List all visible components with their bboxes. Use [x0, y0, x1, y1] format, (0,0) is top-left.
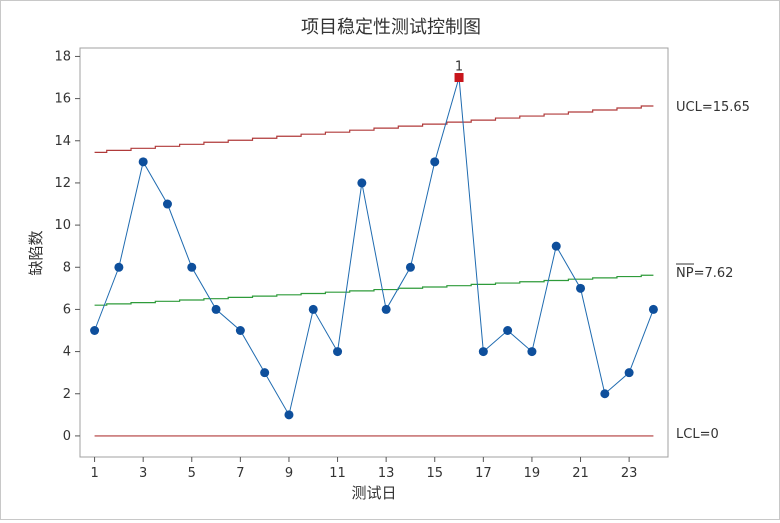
y-axis-title: 缺陷数 — [27, 230, 45, 275]
flag-label: 1 — [455, 60, 463, 75]
data-point — [381, 304, 391, 314]
data-point — [357, 178, 367, 188]
data-point — [333, 347, 343, 357]
data-point — [648, 304, 658, 314]
data-point — [260, 368, 270, 378]
y-axis: 0 2 4 6 8 10 12 14 16 18 — [54, 49, 80, 444]
control-limits — [94, 105, 654, 437]
y-tick-label: 6 — [63, 302, 71, 317]
y-tick-label: 14 — [54, 134, 71, 149]
data-point — [551, 241, 561, 251]
y-tick-label: 16 — [54, 92, 71, 107]
data-point — [235, 326, 245, 336]
y-tick-label: 2 — [63, 387, 71, 402]
x-tick-label: 21 — [572, 466, 589, 481]
x-tick-label: 3 — [139, 466, 147, 481]
x-tick-label: 23 — [621, 466, 638, 481]
x-tick-label: 13 — [378, 466, 395, 481]
y-tick-label: 10 — [54, 218, 71, 233]
center-line — [94, 274, 654, 306]
y-tick-label: 8 — [63, 260, 71, 275]
x-tick-label: 5 — [188, 466, 196, 481]
lcl-label: LCL=0 — [676, 427, 719, 442]
data-point — [576, 283, 586, 293]
data-point — [162, 199, 172, 209]
x-axis-title: 测试日 — [351, 484, 396, 502]
series-line — [94, 77, 654, 417]
ucl-line — [94, 105, 654, 153]
data-point — [308, 304, 318, 314]
center-label: NP=7.62 — [676, 266, 733, 281]
x-tick-label: 9 — [285, 466, 293, 481]
data-point — [503, 326, 513, 336]
y-tick-label: 4 — [63, 345, 71, 360]
data-point — [114, 262, 124, 272]
data-point — [430, 157, 440, 167]
chart-title: 项目稳定性测试控制图 — [301, 17, 481, 38]
data-point — [405, 262, 415, 272]
data-point — [600, 389, 610, 399]
data-point — [138, 157, 148, 167]
flagged-point — [454, 73, 464, 83]
y-tick-label: 12 — [54, 176, 71, 191]
x-tick-label: 1 — [90, 466, 98, 481]
data-point — [187, 262, 197, 272]
data-point — [284, 410, 294, 420]
series-defects: 1 — [90, 60, 658, 420]
x-tick-label: 11 — [329, 466, 346, 481]
plot-area — [79, 47, 669, 458]
x-tick-label: 7 — [236, 466, 244, 481]
data-point — [527, 347, 537, 357]
y-tick-label: 18 — [54, 49, 71, 64]
data-point — [211, 304, 221, 314]
data-point — [624, 368, 634, 378]
data-point — [478, 347, 488, 357]
x-tick-label: 15 — [426, 466, 443, 481]
x-axis: 1 3 5 7 9 11 13 15 17 19 21 23 — [90, 457, 637, 481]
x-tick-label: 19 — [524, 466, 541, 481]
y-tick-label: 0 — [63, 429, 71, 444]
ucl-label: UCL=15.65 — [676, 100, 750, 115]
x-tick-label: 17 — [475, 466, 492, 481]
data-point — [90, 326, 100, 336]
